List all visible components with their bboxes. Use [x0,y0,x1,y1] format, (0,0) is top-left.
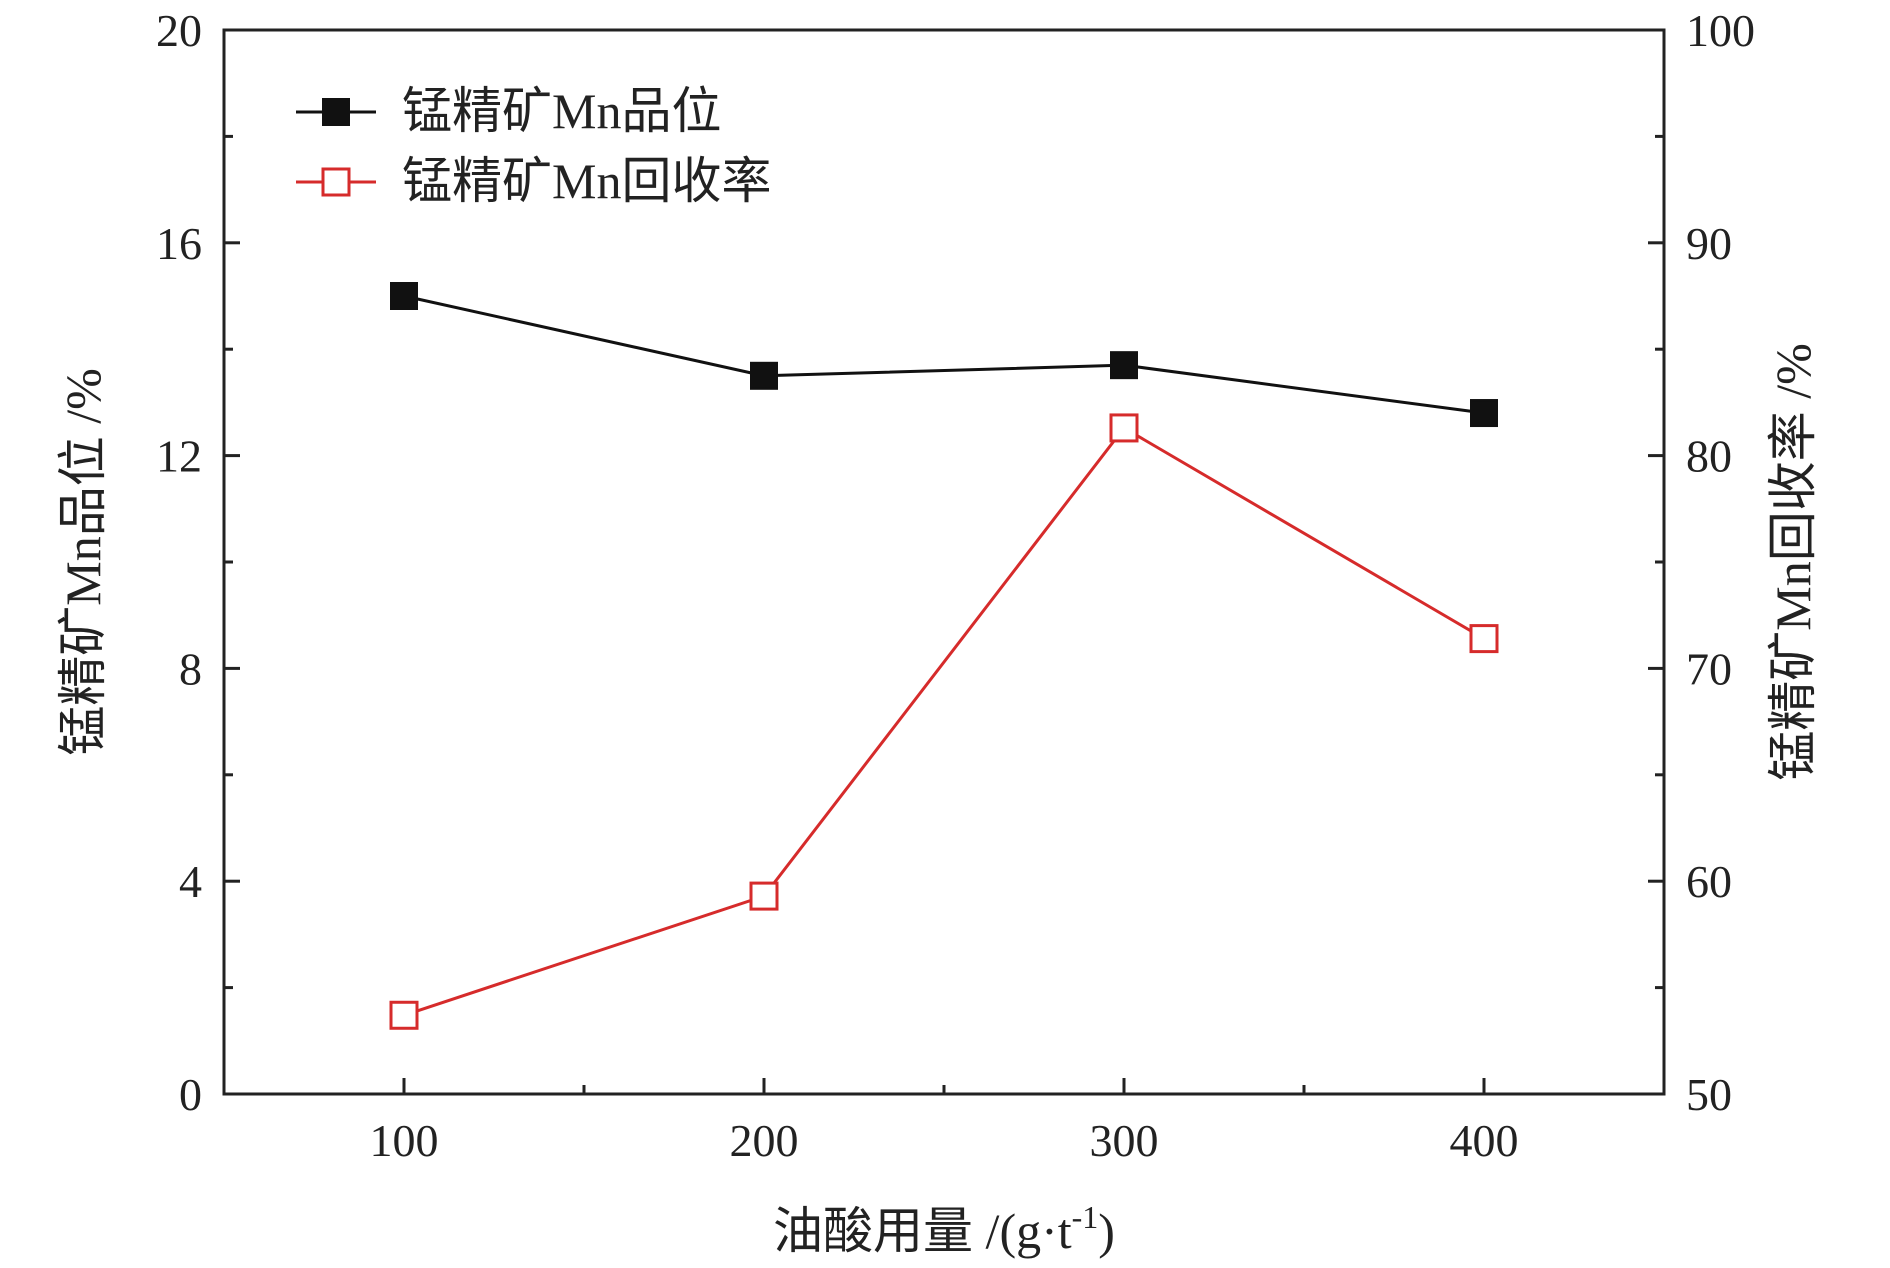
series-layer [389,282,1499,1030]
x-tick-label: 300 [1090,1115,1159,1166]
legend-label-recovery: 锰精矿Mn回收率 [402,153,771,209]
series-line-1 [403,294,1485,415]
right-y-axis-ticks: 50 60 70 80 90 100 [1648,5,1755,1120]
right-y-axis-title: 锰精矿Mn回收率 /% [1765,343,1821,781]
x-tick-label: 100 [370,1115,439,1166]
legend-marker-recovery [321,167,351,197]
data-point-series-2 [389,1000,419,1030]
legend-marker-grade [322,98,350,126]
left-tick-label: 8 [179,643,202,694]
left-tick-label: 12 [156,431,202,482]
left-tick-label: 4 [179,856,202,907]
right-tick-label: 90 [1686,218,1732,269]
data-point-series-1 [1110,351,1138,380]
legend-label-grade: 锰精矿Mn品位 [402,83,721,139]
series-line-2 [403,425,1485,1017]
data-point-series-1 [390,282,418,310]
x-tick-label: 400 [1450,1115,1519,1166]
x-axis-title: 油酸用量 /(g·t-1) [773,1199,1115,1259]
data-point-series-2 [749,881,779,911]
left-y-axis-title: 锰精矿Mn品位 /% [55,368,111,756]
x-axis-title-close: ) [1098,1203,1115,1259]
right-tick-label: 60 [1686,856,1732,907]
left-y-axis-ticks: 0 4 8 12 16 20 [156,5,240,1120]
x-axis-title-main: 油酸用量 /(g·t [773,1203,1072,1259]
left-tick-label: 0 [179,1069,202,1120]
left-tick-label: 20 [156,5,202,56]
data-point-series-2 [1109,413,1139,443]
right-tick-label: 80 [1686,431,1732,482]
x-axis-ticks: 100 200 300 400 [370,1078,1519,1166]
x-axis-title-superscript: -1 [1072,1199,1099,1235]
data-point-series-1 [1470,399,1498,428]
right-tick-label: 100 [1686,5,1755,56]
data-point-series-2 [1469,624,1499,654]
left-tick-label: 16 [156,218,202,269]
right-tick-label: 50 [1686,1069,1732,1120]
right-tick-label: 70 [1686,643,1732,694]
legend: 锰精矿Mn品位 锰精矿Mn回收率 [296,83,771,209]
x-tick-label: 200 [730,1115,799,1166]
data-point-series-1 [750,361,778,390]
